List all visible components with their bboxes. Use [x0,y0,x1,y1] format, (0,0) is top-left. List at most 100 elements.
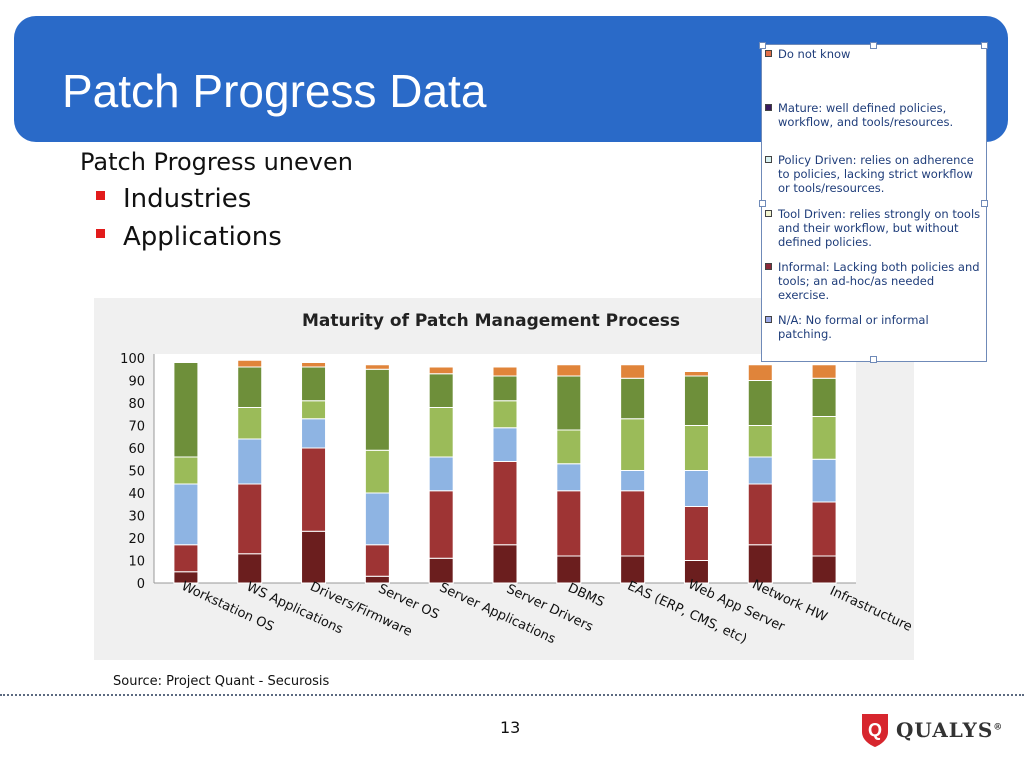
bar-segment [301,366,327,402]
legend-item: Policy Driven: relies on adherence to po… [765,153,983,195]
bar-segment [364,368,390,451]
bar-segment [620,470,646,492]
resize-handle-top-right[interactable] [981,42,988,49]
qualys-shield-icon: Q [862,714,888,747]
bar-segment [237,483,263,555]
y-tick-label: 50 [128,465,145,480]
bar-segment [173,544,199,573]
chart-title: Maturity of Patch Management Process [302,311,680,331]
bar-segment [747,483,773,546]
legend-label: Policy Driven: relies on adherence to po… [778,153,974,195]
bar-segment [492,375,518,402]
legend-swatch [765,263,772,270]
resize-handle-top-left[interactable] [759,42,766,49]
bar-segment [556,555,582,584]
bar-segment [364,364,390,370]
x-category-label: DBMS [565,581,606,611]
bar-segment [683,425,709,471]
bullet-list: Patch Progress uneven Industries Applica… [80,148,353,260]
bar-segment [556,364,582,377]
legend-label: Tool Driven: relies strongly on tools an… [778,207,981,249]
bar-segment [301,362,327,368]
legend-label: N/A: No formal or informal patching. [778,313,929,341]
bar-segment [620,555,646,584]
legend-swatch [765,316,772,323]
bar-segment [492,461,518,546]
bar-segment [237,553,263,584]
legend-item: N/A: No formal or informal patching. [765,313,983,341]
legend-label: Mature: well defined policies, workflow,… [778,101,954,129]
bar-segment [173,483,199,546]
bullet-square-icon [96,190,105,200]
bullet-item-label: Applications [123,222,282,252]
bar-segment [620,490,646,557]
legend-item: Mature: well defined policies, workflow,… [765,101,983,129]
bar-segment [811,377,837,417]
bar-segment [301,418,327,449]
bar-segment [492,400,518,429]
legend-label: Informal: Lacking both policies and tool… [778,260,980,302]
bar-segment [811,416,837,460]
legend-swatch [765,210,772,217]
y-tick-label: 90 [128,375,145,390]
resize-handle-top-middle[interactable] [870,42,877,49]
chart-legend[interactable]: Do not know Mature: well defined policies… [759,42,988,363]
bar-segment [428,407,454,458]
bar-segment [364,492,390,546]
bar-segment [811,555,837,584]
bar-segment [428,366,454,375]
bar-segment [428,456,454,492]
footer-divider [0,694,1024,696]
source-note: Source: Project Quant - Securosis [113,674,330,689]
bar-segment [683,371,709,377]
resize-handle-middle-left[interactable] [759,200,766,207]
bar-segment [237,366,263,408]
legend-item: Tool Driven: relies strongly on tools an… [765,207,983,249]
bar-segment [683,470,709,507]
y-tick-label: 20 [128,532,145,547]
bar-segment [747,425,773,458]
bar-segment [556,429,582,465]
bar-segment [811,364,837,379]
bar-segment [492,427,518,462]
bar-segment [364,575,390,584]
bar-segment [811,501,837,557]
logo-wordmark: QUALYS® [896,718,1003,742]
bar-segment [301,400,327,420]
bar-segment [683,375,709,426]
y-tick-label: 40 [128,487,145,502]
chart-area: Maturity of Patch Management Process 0 10 2… [94,298,914,660]
legend-item: Do not know [765,47,983,61]
bullet-item-label: Industries [123,184,252,214]
bar-segment [556,490,582,557]
y-tick-label: 0 [137,577,145,592]
bullet-heading: Patch Progress uneven [80,148,353,176]
bar-segment [620,377,646,420]
bullet-item-industries: Industries [96,184,353,214]
bar-segment [620,418,646,471]
logo-registered-mark: ® [993,722,1004,733]
bar-segment [237,438,263,485]
slide-title: Patch Progress Data [62,65,487,117]
resize-handle-bottom-middle[interactable] [870,356,877,363]
legend-item: Informal: Lacking both policies and tool… [765,260,983,302]
bar-segment [364,544,390,577]
y-tick-label: 30 [128,510,145,525]
y-tick-label: 10 [128,555,145,570]
legend-swatch [765,50,772,57]
bar-segment [492,366,518,377]
bar-segment [301,447,327,532]
bar-segment [747,456,773,485]
bar-segment [620,364,646,379]
bar-segment [492,544,518,584]
bullet-item-applications: Applications [96,222,353,252]
resize-handle-middle-right[interactable] [981,200,988,207]
y-tick-label: 80 [128,397,145,412]
bar-segment [747,364,773,381]
bar-segment [428,490,454,559]
bar-segment [364,449,390,494]
x-category-label: Infrastructure [827,584,914,635]
page-number: 13 [500,718,521,737]
y-tick-label: 100 [120,352,145,367]
logo-text: QUALYS [896,718,994,742]
